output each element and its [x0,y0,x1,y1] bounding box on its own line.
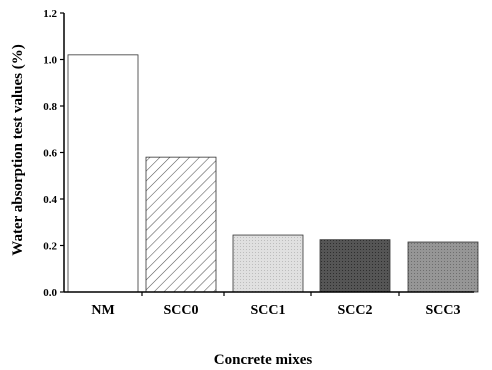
x-tick-label-scc2: SCC2 [337,303,372,318]
y-axis-ticks: 0.0 0.2 0.4 0.6 0.8 1.0 1.2 [43,8,64,299]
y-tick-label: 0.0 [43,287,57,299]
y-tick-label: 1.0 [43,55,57,67]
bar-scc3 [407,241,479,293]
y-tick-label: 0.4 [43,194,57,206]
x-tick-label-scc1: SCC1 [250,303,285,318]
bars-group [67,54,479,293]
bar-scc1 [232,234,304,293]
x-tick-label-scc0: SCC0 [163,303,198,318]
x-tick-label-scc3: SCC3 [425,303,460,318]
bar-scc2 [319,239,391,293]
bar-nm [67,54,139,293]
x-tick-label-nm: NM [91,303,114,318]
y-tick-label: 0.6 [43,148,57,160]
y-tick-label: 0.2 [43,241,57,253]
x-axis-title: Concrete mixes [214,352,313,368]
x-axis-ticks: NM SCC0 SCC1 SCC2 SCC3 [91,292,461,318]
bar-scc0 [145,156,217,293]
y-tick-label: 1.2 [43,8,57,20]
y-tick-label: 0.8 [43,101,57,113]
y-axis-title: Water absorption test values (%) [10,44,26,255]
